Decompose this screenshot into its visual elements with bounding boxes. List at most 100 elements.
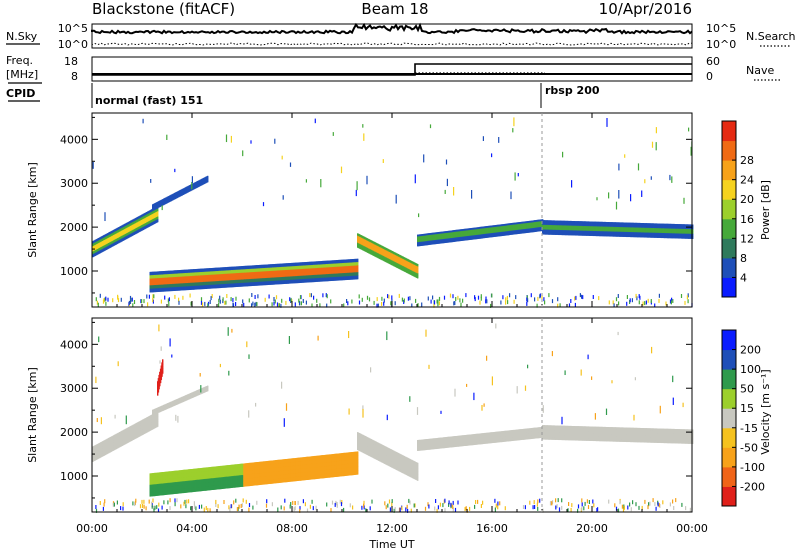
echo-cell <box>134 231 136 235</box>
echo-cell <box>614 231 617 235</box>
echo-cell <box>118 229 120 233</box>
echo-cell <box>116 233 118 237</box>
echo-cell <box>102 248 104 252</box>
echo-cell <box>265 267 268 272</box>
echo-cell <box>556 220 558 224</box>
echo-cell <box>343 276 346 281</box>
echo-cell <box>204 281 207 286</box>
noise-cell <box>582 295 584 300</box>
echo-cell <box>157 271 160 276</box>
echo-cell <box>189 286 192 290</box>
echo-cell <box>353 262 356 267</box>
echo-cell <box>296 276 299 280</box>
echo-cell <box>578 232 580 236</box>
echo-cell <box>505 227 508 230</box>
echo-cell <box>596 231 598 234</box>
echo-cell <box>359 234 361 238</box>
echo-cell <box>190 269 192 274</box>
echo-cell <box>500 228 503 231</box>
echo-cell <box>196 184 199 186</box>
echo-cell <box>515 230 517 233</box>
echo-cell <box>128 224 130 228</box>
echo-cell <box>591 223 593 227</box>
echo-cell <box>183 286 186 291</box>
echo-cell <box>252 272 254 276</box>
echo-cell <box>673 223 676 227</box>
echo-cell <box>373 246 375 249</box>
echo-cell <box>183 276 185 281</box>
echo-cell <box>661 228 663 232</box>
echo-cell <box>299 269 301 273</box>
echo-cell <box>224 277 226 282</box>
noise-cell <box>411 303 413 308</box>
echo-cell <box>395 264 397 268</box>
echo-cell <box>282 276 284 281</box>
echo-cell <box>592 226 594 229</box>
echo-cell <box>211 278 213 282</box>
echo-cell <box>179 280 182 284</box>
echo-cell <box>194 186 196 188</box>
echo-cell <box>258 281 260 286</box>
echo-cell <box>196 183 198 185</box>
echo-cell <box>509 228 511 232</box>
echo-cell <box>185 276 187 281</box>
echo-cell <box>655 230 657 234</box>
echo-cell <box>213 284 215 289</box>
echo-cell <box>625 229 628 233</box>
echo-cell <box>272 264 274 268</box>
echo-cell <box>209 278 212 282</box>
echo-cell <box>675 224 677 227</box>
echo-cell <box>187 186 189 189</box>
echo-cell <box>514 232 516 235</box>
echo-cell <box>520 227 522 230</box>
noise-cell <box>313 295 315 300</box>
echo-cell <box>261 278 264 282</box>
echo-cell <box>224 270 227 275</box>
echo-cell <box>595 224 598 227</box>
echo-cell <box>242 269 244 274</box>
echo-cell <box>419 240 421 243</box>
echo-cell <box>435 236 437 239</box>
echo-cell <box>303 278 305 283</box>
echo-cell <box>390 257 392 260</box>
echo-cell <box>131 222 134 226</box>
echo-cell <box>580 232 582 236</box>
echo-cell <box>352 275 354 280</box>
echo-cell <box>142 219 145 223</box>
echo-cell <box>153 218 156 222</box>
echo-cell <box>495 234 497 237</box>
echo-cell <box>334 260 336 264</box>
echo-cell <box>210 284 213 289</box>
echo-cell <box>433 236 436 239</box>
echo-cell <box>303 265 305 270</box>
echo-cell <box>423 241 426 244</box>
echo-cell <box>370 240 372 243</box>
echo-cell <box>460 231 463 234</box>
echo-cell <box>625 234 628 238</box>
echo-cell <box>121 225 123 229</box>
echo-cell <box>94 245 96 249</box>
echo-cell <box>504 225 506 229</box>
echo-cell <box>366 240 368 244</box>
echo-cell <box>599 231 601 234</box>
echo-cell <box>287 269 290 274</box>
echo-cell <box>307 275 310 280</box>
echo-cell <box>678 228 681 232</box>
echo-cell <box>173 287 176 291</box>
echo-cell <box>647 223 650 226</box>
echo-cell <box>160 205 162 207</box>
echo-cell <box>312 268 315 273</box>
echo-cell <box>359 236 361 240</box>
noise-cell <box>131 297 133 302</box>
echo-cell <box>453 233 455 237</box>
echo-cell <box>188 276 190 280</box>
echo-cell <box>236 283 238 287</box>
echo-cell <box>299 275 301 280</box>
echo-cell <box>516 226 519 229</box>
echo-cell <box>547 220 549 223</box>
echo-cell <box>186 189 189 191</box>
echo-cell <box>548 225 551 228</box>
echo-cell <box>179 192 181 194</box>
echo-cell <box>422 233 425 237</box>
